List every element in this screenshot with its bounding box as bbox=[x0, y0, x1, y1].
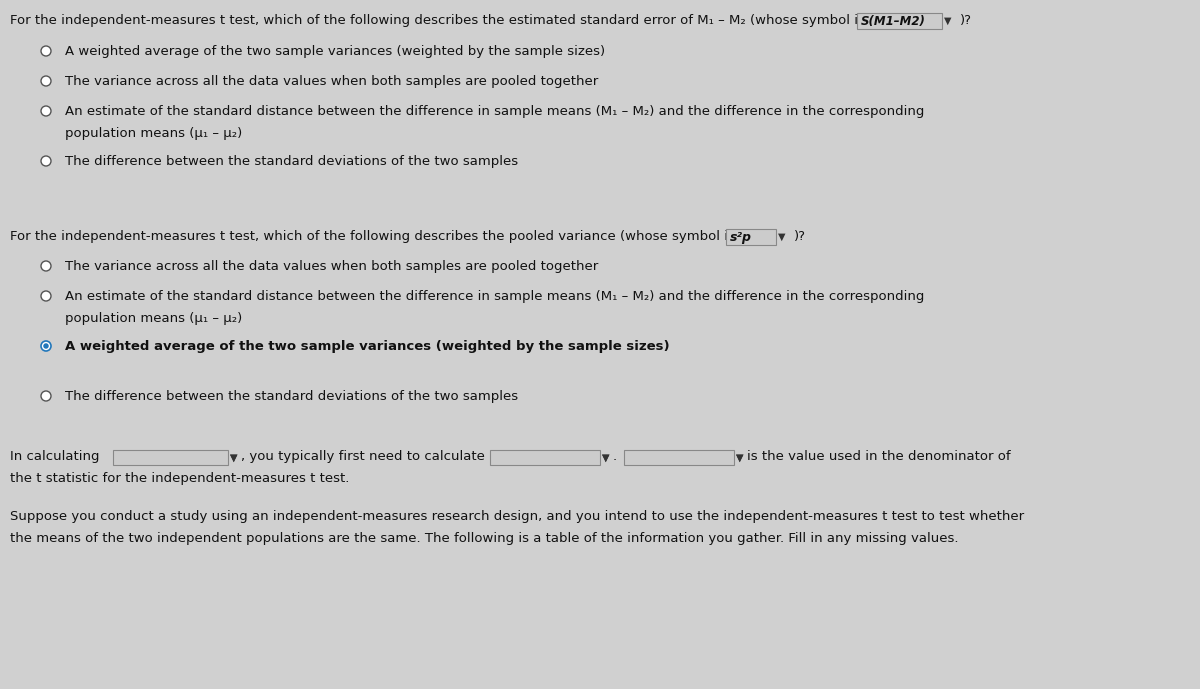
Text: ▼: ▼ bbox=[778, 232, 786, 242]
Text: .: . bbox=[613, 450, 617, 463]
Text: population means (μ₁ – μ₂): population means (μ₁ – μ₂) bbox=[65, 127, 242, 140]
Circle shape bbox=[41, 391, 50, 401]
Text: the t statistic for the independent-measures t test.: the t statistic for the independent-meas… bbox=[10, 472, 349, 485]
Text: ▼: ▼ bbox=[736, 453, 744, 462]
Circle shape bbox=[41, 341, 50, 351]
Text: In calculating: In calculating bbox=[10, 450, 100, 463]
Text: ▼: ▼ bbox=[602, 453, 610, 462]
Text: ▼: ▼ bbox=[602, 453, 610, 462]
Text: , you typically first need to calculate: , you typically first need to calculate bbox=[241, 450, 485, 463]
Text: For the independent-measures t test, which of the following describes the estima: For the independent-measures t test, whi… bbox=[10, 14, 865, 27]
Text: The difference between the standard deviations of the two samples: The difference between the standard devi… bbox=[65, 155, 518, 168]
Text: population means (μ₁ – μ₂): population means (μ₁ – μ₂) bbox=[65, 312, 242, 325]
Text: ▼: ▼ bbox=[230, 453, 238, 462]
Circle shape bbox=[41, 46, 50, 56]
Text: The difference between the standard deviations of the two samples: The difference between the standard devi… bbox=[65, 390, 518, 403]
Text: )?: )? bbox=[794, 230, 806, 243]
Text: ▼: ▼ bbox=[230, 453, 238, 462]
Text: ▼: ▼ bbox=[736, 453, 744, 462]
FancyBboxPatch shape bbox=[726, 229, 776, 245]
Text: The variance across all the data values when both samples are pooled together: The variance across all the data values … bbox=[65, 75, 599, 88]
Text: A weighted average of the two sample variances (weighted by the sample sizes): A weighted average of the two sample var… bbox=[65, 340, 670, 353]
Text: A weighted average of the two sample variances (weighted by the sample sizes): A weighted average of the two sample var… bbox=[65, 45, 605, 58]
Text: s²p: s²p bbox=[730, 231, 752, 243]
Text: the means of the two independent populations are the same. The following is a ta: the means of the two independent populat… bbox=[10, 532, 959, 545]
Circle shape bbox=[41, 261, 50, 271]
FancyBboxPatch shape bbox=[490, 450, 600, 465]
Text: An estimate of the standard distance between the difference in sample means (M₁ : An estimate of the standard distance bet… bbox=[65, 105, 924, 118]
Text: Suppose you conduct a study using an independent-measures research design, and y: Suppose you conduct a study using an ind… bbox=[10, 510, 1024, 523]
Text: The variance across all the data values when both samples are pooled together: The variance across all the data values … bbox=[65, 260, 599, 273]
Text: ▼: ▼ bbox=[944, 16, 952, 26]
FancyBboxPatch shape bbox=[857, 13, 942, 29]
Text: is the value used in the denominator of: is the value used in the denominator of bbox=[746, 450, 1010, 463]
Circle shape bbox=[41, 76, 50, 86]
Circle shape bbox=[41, 156, 50, 166]
Text: S(M1–M2): S(M1–M2) bbox=[862, 14, 926, 28]
Circle shape bbox=[41, 106, 50, 116]
Text: )?: )? bbox=[960, 14, 972, 27]
FancyBboxPatch shape bbox=[624, 450, 734, 465]
Circle shape bbox=[41, 291, 50, 301]
Circle shape bbox=[43, 343, 49, 349]
FancyBboxPatch shape bbox=[113, 450, 228, 465]
Text: An estimate of the standard distance between the difference in sample means (M₁ : An estimate of the standard distance bet… bbox=[65, 290, 924, 303]
Text: For the independent-measures t test, which of the following describes the pooled: For the independent-measures t test, whi… bbox=[10, 230, 734, 243]
